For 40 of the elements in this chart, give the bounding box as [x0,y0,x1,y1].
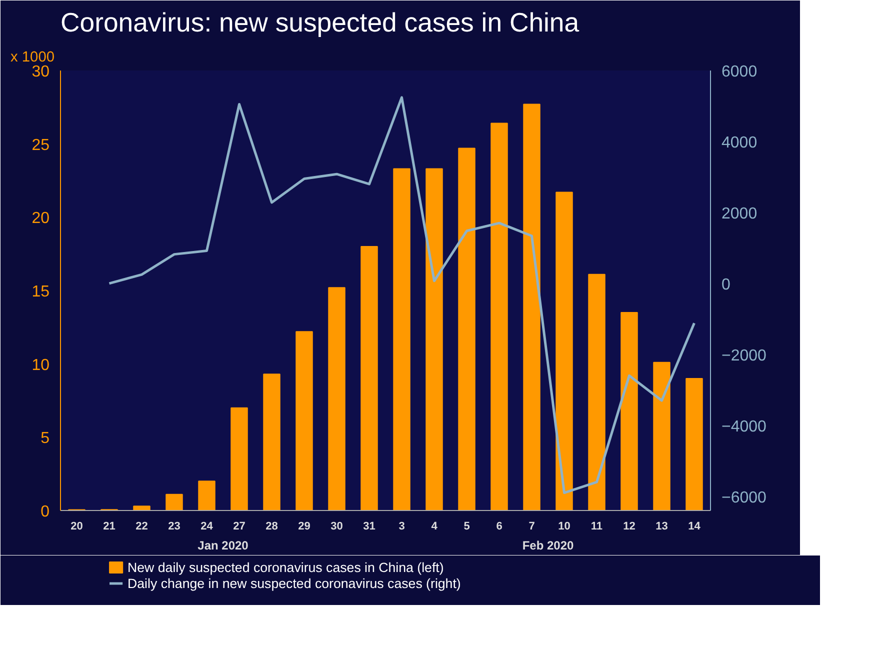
x-tick-label: 13 [656,520,668,532]
y-tick-label: 15 [32,284,50,300]
y2-tick-label: 2000 [722,205,758,222]
x-tick-label: 14 [688,520,702,532]
text: Jan 2020 [198,538,249,552]
x-tick-label: 5 [464,520,470,532]
x-tick-label: 3 [398,520,405,532]
x-tick-label: 28 [266,520,278,532]
y-tick-label: 0 [40,504,50,520]
y2-tick-label: 0 [722,276,730,294]
x-tick-label: 20 [70,520,83,532]
x-tick-label: 22 [136,520,148,532]
x-tick-label: 11 [590,520,603,532]
x-tick-label: 23 [168,520,180,532]
text: Feb 2020 [522,538,574,552]
y2-tick-label: −6000 [722,489,767,506]
x-tick-label: 7 [528,520,535,532]
x-tick-label: 29 [298,520,310,532]
y2-tick-label: −4000 [722,418,767,436]
y2-tick-label: −2000 [722,347,767,364]
legend-label: New daily suspected coronavirus cases in China (left) [128,560,444,575]
x-tick-label: 31 [363,520,376,532]
y-tick-label: 20 [32,210,50,228]
x-tick-label: 21 [103,520,116,532]
y2-tick-label: 4000 [722,134,758,152]
x-tick-label: 10 [558,520,570,532]
y-tick-label: 25 [32,136,50,154]
x-tick-label: 24 [200,520,214,532]
x-tick-label: 27 [233,520,246,532]
legend-label: Daily change in new suspected coronavirus cases (right) [128,576,461,591]
y-tick-label: 30 [32,64,50,80]
y2-tick-label: 6000 [722,64,758,80]
x-tick-label: 30 [330,520,343,532]
y-tick-label: 5 [40,430,50,448]
chart-title: Coronavirus: new suspected cases in China [60,8,580,38]
x-tick-label: 6 [496,520,502,532]
x-tick-label: 4 [431,520,438,532]
y-axis-title: x 1000 [10,50,55,66]
x-tick-label: 12 [623,520,636,532]
y-tick-label: 10 [32,356,50,374]
